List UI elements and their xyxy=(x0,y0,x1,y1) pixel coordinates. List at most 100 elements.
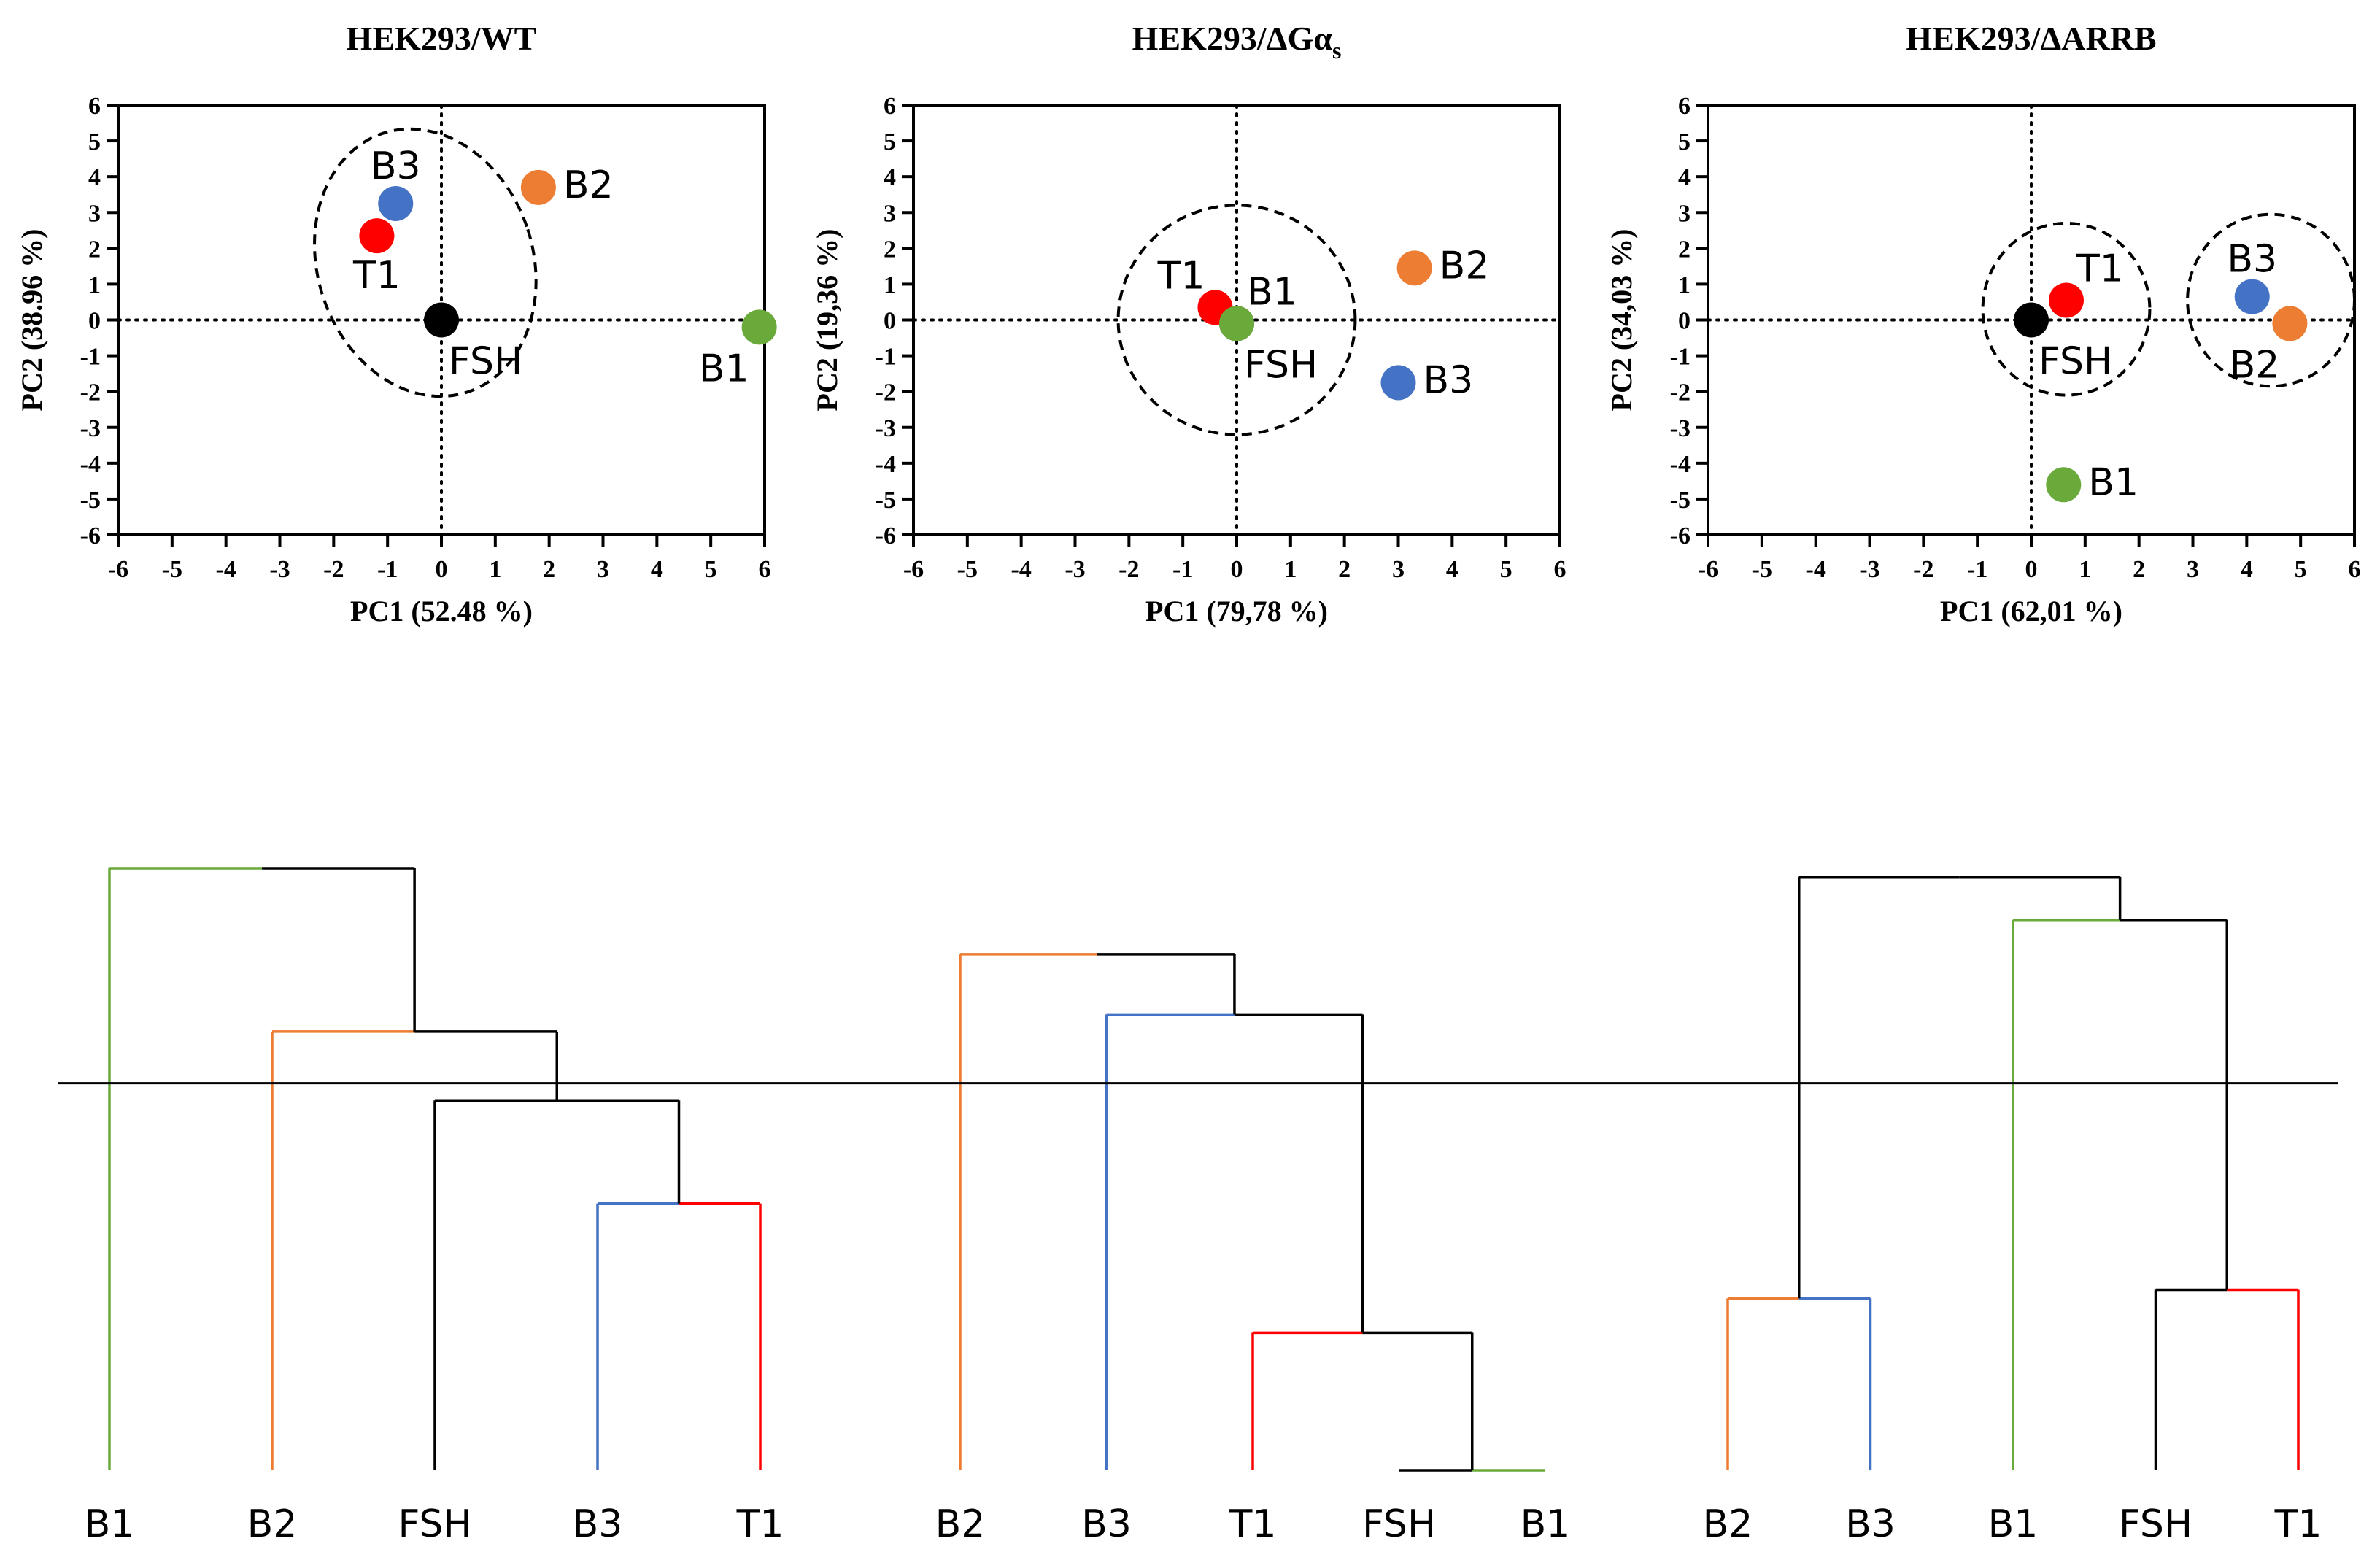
x-tick-label: -3 xyxy=(269,556,290,583)
x-tick-label: -3 xyxy=(1065,556,1085,583)
x-tick-label: 2 xyxy=(2133,556,2145,583)
point-label: B1 xyxy=(2088,460,2138,504)
point-label: B1 xyxy=(1247,270,1297,314)
y-tick-label: -5 xyxy=(80,487,101,514)
x-tick-label: 5 xyxy=(705,556,717,583)
x-tick-label: 3 xyxy=(2187,556,2199,583)
y-tick-label: 3 xyxy=(88,200,101,227)
pca-panel-2: HEK293/ΔGαs -6 -6 -5 -5 -4 -4 -3 -3 -2 -2 -1 -1 0 0 1 1 2… xyxy=(811,20,1566,628)
panel-title: HEK293/ΔGαs xyxy=(1132,20,1342,63)
leaf-label-fsh: FSH xyxy=(1362,1502,1436,1546)
point-b3 xyxy=(1380,365,1416,401)
point-t1 xyxy=(2048,282,2084,318)
leaf-label-b3: B3 xyxy=(573,1502,623,1546)
x-tick-label: -5 xyxy=(162,556,182,583)
x-tick-label: 2 xyxy=(1338,556,1351,583)
point-b3 xyxy=(2234,279,2270,314)
point-b1 xyxy=(2046,467,2082,503)
x-tick-label: -6 xyxy=(108,556,128,583)
x-tick-label: 3 xyxy=(1392,556,1405,583)
panel-title: HEK293/WT xyxy=(347,20,537,57)
point-label: B3 xyxy=(371,144,421,188)
y-tick-label: 2 xyxy=(1678,236,1691,263)
y-tick-label: 5 xyxy=(88,128,101,155)
x-tick-label: 5 xyxy=(1500,556,1512,583)
x-tick-label: 5 xyxy=(2295,556,2307,583)
point-b1 xyxy=(741,309,777,345)
point-fsh xyxy=(2014,302,2049,338)
leaf-label-b3: B3 xyxy=(1081,1502,1132,1546)
point-label: B3 xyxy=(2227,238,2277,282)
y-tick-label: -4 xyxy=(876,451,896,478)
y-tick-label: -5 xyxy=(1670,487,1691,514)
leaf-label-t1: T1 xyxy=(736,1502,784,1546)
point-label: T1 xyxy=(352,254,401,298)
x-axis-label: PC1 (52.48 %) xyxy=(350,595,533,628)
x-tick-label: -4 xyxy=(1011,556,1032,583)
point-label: B3 xyxy=(1423,358,1474,402)
y-tick-label: 0 xyxy=(88,308,101,335)
y-tick-label: -5 xyxy=(876,487,896,514)
point-t1 xyxy=(359,218,395,254)
x-tick-label: -2 xyxy=(1118,556,1139,583)
x-tick-label: 0 xyxy=(436,556,448,583)
x-tick-label: -6 xyxy=(903,556,924,583)
point-b2 xyxy=(520,169,556,205)
point-label: FSH xyxy=(2039,340,2112,384)
pca-panels: HEK293/WT -6 -6 -5 -5 -4 -4 -3 -3 -2 -2 -1 -1 0 0 1 1 2 2 3… xyxy=(15,20,2361,628)
y-tick-label: -2 xyxy=(1670,379,1691,406)
panel-title: HEK293/ΔARRB xyxy=(1906,20,2156,57)
y-axis-label: PC2 (19,36 %) xyxy=(811,229,843,412)
leaf-label-b2: B2 xyxy=(247,1502,298,1546)
x-tick-label: -1 xyxy=(1967,556,1987,583)
y-tick-label: -1 xyxy=(80,344,101,371)
x-tick-label: 1 xyxy=(2079,556,2091,583)
x-tick-label: 4 xyxy=(2241,556,2253,583)
leaf-label-fsh: FSH xyxy=(2119,1502,2192,1546)
y-tick-label: -1 xyxy=(876,344,896,371)
leaf-label-b2: B2 xyxy=(1703,1502,1753,1546)
x-tick-label: 6 xyxy=(2349,556,2361,583)
y-tick-label: -1 xyxy=(1670,344,1691,371)
y-tick-label: -2 xyxy=(80,379,101,406)
leaf-label-b1: B1 xyxy=(1988,1502,2039,1546)
y-tick-label: 6 xyxy=(88,93,101,120)
y-tick-label: 4 xyxy=(884,164,896,191)
y-tick-label: -6 xyxy=(1670,522,1691,549)
x-tick-label: -6 xyxy=(1698,556,1718,583)
y-tick-label: -4 xyxy=(1670,451,1691,478)
point-label: T1 xyxy=(1157,254,1205,298)
x-tick-label: 4 xyxy=(651,556,663,583)
x-tick-label: -5 xyxy=(957,556,978,583)
point-label: B2 xyxy=(563,163,614,207)
x-tick-label: 6 xyxy=(1554,556,1566,583)
cluster-ellipse xyxy=(313,127,538,398)
y-tick-label: -6 xyxy=(80,522,101,549)
y-tick-label: 0 xyxy=(1678,308,1691,335)
y-tick-label: 0 xyxy=(884,308,896,335)
y-tick-label: 5 xyxy=(884,128,896,155)
point-b2 xyxy=(2272,306,2308,341)
y-tick-label: 5 xyxy=(1678,128,1691,155)
dendrogram-3: B2 B3 B1 FSH T1 xyxy=(1703,876,2322,1546)
x-tick-label: 1 xyxy=(489,556,501,583)
x-axis-label: PC1 (79,78 %) xyxy=(1145,595,1328,628)
x-tick-label: -4 xyxy=(216,556,236,583)
y-tick-label: -3 xyxy=(876,415,896,442)
leaf-label-fsh: FSH xyxy=(398,1502,471,1546)
point-label: FSH xyxy=(1244,343,1318,387)
leaf-label-t1: T1 xyxy=(2274,1502,2322,1546)
x-tick-label: -2 xyxy=(323,556,344,583)
y-tick-label: -3 xyxy=(80,415,101,442)
y-axis-label: PC2 (38.96 %) xyxy=(15,229,48,412)
point-label: B2 xyxy=(2230,343,2280,387)
point-b3 xyxy=(378,185,414,221)
y-tick-label: -2 xyxy=(876,379,896,406)
x-tick-label: 0 xyxy=(1231,556,1243,583)
x-tick-label: 4 xyxy=(1446,556,1458,583)
y-tick-label: -3 xyxy=(1670,415,1691,442)
y-tick-label: 1 xyxy=(88,271,101,298)
x-tick-label: 2 xyxy=(543,556,555,583)
point-b2 xyxy=(1396,250,1432,286)
